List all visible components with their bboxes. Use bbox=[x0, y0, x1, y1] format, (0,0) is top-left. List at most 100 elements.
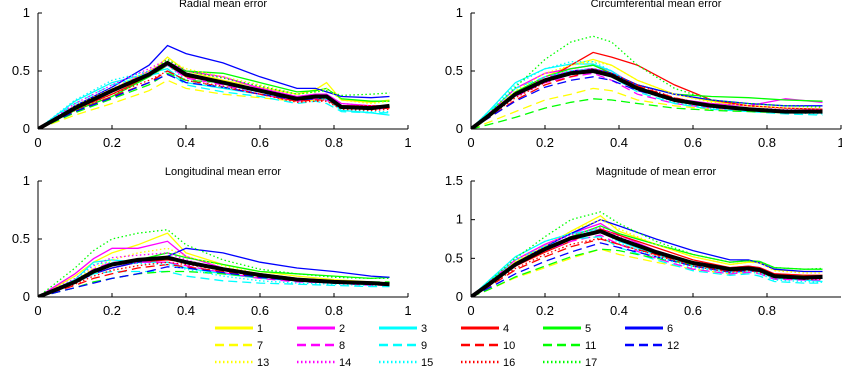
chart-title: Radial mean error bbox=[179, 0, 267, 10]
x-tick-label: 0.8 bbox=[325, 303, 343, 318]
legend-label: 11 bbox=[585, 340, 596, 352]
legend-item-16: 16 bbox=[461, 357, 515, 369]
legend-label: 1 bbox=[257, 323, 263, 335]
legend-item-12: 12 bbox=[625, 340, 679, 352]
legend-label: 4 bbox=[503, 323, 509, 335]
series-line-10 bbox=[38, 70, 390, 129]
x-tick-label: 0.2 bbox=[536, 303, 554, 318]
x-tick-label: 0.6 bbox=[251, 303, 269, 318]
x-tick-label: 0.2 bbox=[536, 135, 554, 150]
y-tick-label: 1 bbox=[23, 173, 30, 188]
legend-item-10: 10 bbox=[461, 340, 515, 352]
series-line-16 bbox=[471, 68, 823, 129]
series-line-8 bbox=[38, 261, 390, 297]
legend-item-7: 7 bbox=[215, 340, 263, 352]
legend-label: 13 bbox=[257, 357, 269, 369]
series-group bbox=[471, 211, 823, 297]
chart-panel-2: Circumferential mean error 0 0.2 0.4 0.6 0.8 1… bbox=[445, 0, 842, 150]
chart-panel-1: Radial mean error 0 0.2 0.4 0.6 0.8 1 0 0.5 1 bbox=[12, 0, 412, 150]
y-tick-label: 1.5 bbox=[445, 173, 463, 188]
series-line-13 bbox=[471, 61, 823, 129]
legend-item-17: 17 bbox=[543, 357, 597, 369]
x-tick-label: 0.4 bbox=[177, 303, 195, 318]
y-tick-label: 0.5 bbox=[445, 250, 463, 265]
legend-item-6: 6 bbox=[625, 323, 673, 335]
y-tick-label: 0 bbox=[456, 121, 463, 136]
chart-title: Circumferential mean error bbox=[591, 0, 722, 10]
x-tick-label: 0.4 bbox=[177, 135, 195, 150]
legend-item-8: 8 bbox=[297, 340, 345, 352]
series-line-5 bbox=[38, 64, 390, 129]
series-line-14 bbox=[38, 58, 390, 129]
series-group bbox=[38, 229, 390, 297]
y-tick-label: 0.5 bbox=[12, 63, 30, 78]
x-tick-label: 1 bbox=[404, 135, 411, 150]
x-tick-label: 0.6 bbox=[251, 135, 269, 150]
x-tick-label: 0.8 bbox=[325, 135, 343, 150]
series-line-11 bbox=[471, 98, 823, 129]
legend-item-15: 15 bbox=[379, 357, 433, 369]
legend-item-4: 4 bbox=[461, 323, 509, 335]
series-line-mean bbox=[471, 69, 823, 129]
series-line-14 bbox=[471, 226, 823, 297]
series-line-mean bbox=[38, 60, 390, 129]
series-line-16 bbox=[38, 70, 390, 129]
series-line-17 bbox=[38, 229, 390, 297]
chart-panel-3: Longitudinal mean error 0 0.2 0.4 0.6 0.8 1 0 0.… bbox=[12, 166, 412, 318]
x-tick-label: 0 bbox=[467, 303, 474, 318]
series-line-16 bbox=[38, 261, 390, 297]
x-tick-label: 0 bbox=[467, 135, 474, 150]
legend-label: 6 bbox=[667, 323, 673, 335]
series-line-15 bbox=[471, 229, 823, 297]
series-line-4 bbox=[471, 228, 823, 297]
legend-item-3: 3 bbox=[379, 323, 427, 335]
legend-item-14: 14 bbox=[297, 357, 351, 369]
series-line-12 bbox=[38, 73, 390, 129]
legend-label: 14 bbox=[339, 357, 351, 369]
legend-label: 10 bbox=[503, 340, 515, 352]
series-line-17 bbox=[471, 35, 823, 129]
chart-title: Magnitude of mean error bbox=[596, 166, 717, 178]
x-tick-label: 0.8 bbox=[758, 303, 776, 318]
legend-label: 5 bbox=[585, 323, 591, 335]
series-line-13 bbox=[38, 58, 390, 129]
x-tick-label: 0.6 bbox=[684, 135, 702, 150]
series-line-mean bbox=[471, 229, 823, 297]
y-tick-label: 0.5 bbox=[12, 231, 30, 246]
x-tick-label: 0 bbox=[34, 135, 41, 150]
legend-label: 9 bbox=[421, 340, 427, 352]
legend-label: 8 bbox=[339, 340, 345, 352]
series-group bbox=[38, 44, 390, 129]
series-line-17 bbox=[38, 58, 390, 129]
legend-item-5: 5 bbox=[543, 323, 591, 335]
y-tick-label: 0 bbox=[23, 289, 30, 304]
legend-item-2: 2 bbox=[297, 323, 345, 335]
legend-label: 17 bbox=[585, 357, 597, 369]
legend-label: 15 bbox=[421, 357, 433, 369]
series-line-3 bbox=[471, 63, 823, 129]
y-tick-label: 0.5 bbox=[445, 63, 463, 78]
chart-title: Longitudinal mean error bbox=[165, 166, 282, 178]
series-line-9 bbox=[471, 236, 823, 297]
x-tick-label: 0.4 bbox=[610, 303, 628, 318]
x-tick-label: 0.8 bbox=[758, 135, 776, 150]
series-line-13 bbox=[471, 218, 823, 297]
series-line-17 bbox=[471, 211, 823, 297]
series-line-15 bbox=[38, 261, 390, 297]
y-tick-label: 1 bbox=[456, 212, 463, 227]
x-tick-label: 0 bbox=[34, 303, 41, 318]
x-tick-label: 1 bbox=[837, 135, 842, 150]
legend-label: 16 bbox=[503, 357, 515, 369]
x-tick-label: 0.2 bbox=[103, 303, 121, 318]
x-tick-label: 1 bbox=[404, 303, 411, 318]
legend-item-9: 9 bbox=[379, 340, 427, 352]
legend-label: 3 bbox=[421, 323, 427, 335]
series-line-9 bbox=[38, 70, 390, 129]
y-tick-label: 0 bbox=[23, 121, 30, 136]
series-line-mean bbox=[38, 255, 390, 297]
y-tick-label: 0 bbox=[456, 289, 463, 304]
legend-item-11: 11 bbox=[543, 340, 596, 352]
legend-item-1: 1 bbox=[215, 323, 263, 335]
chart-panel-4: Magnitude of mean error 0 0.2 0.4 0.6 0.8 0 0.5… bbox=[445, 166, 841, 318]
